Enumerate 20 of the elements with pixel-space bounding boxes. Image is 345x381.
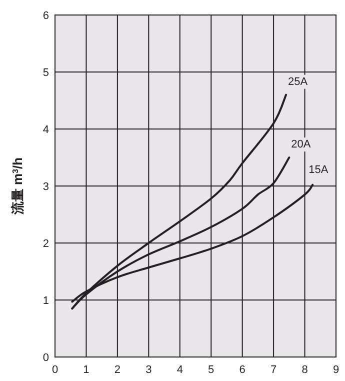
x-tick-label: 7: [270, 364, 277, 376]
y-tick-label: 1: [42, 295, 49, 307]
x-tick-label: 8: [302, 364, 308, 376]
y-tick-label: 6: [42, 10, 49, 22]
x-tick-label: 0: [52, 364, 58, 376]
x-tick-label: 2: [114, 364, 121, 376]
x-tick-label: 4: [176, 364, 183, 376]
x-tick-label: 6: [239, 364, 246, 376]
y-tick-label: 3: [42, 181, 49, 193]
x-tick-label: 3: [146, 364, 152, 376]
y-tick-label: 5: [42, 67, 49, 79]
x-tick-label: 9: [332, 364, 340, 376]
series-label: 15A: [308, 164, 329, 176]
y-tick-label: 2: [42, 238, 49, 250]
x-tick-label: 5: [208, 364, 214, 376]
x-tick-label: 1: [83, 364, 90, 376]
series-label: 20A: [291, 138, 312, 150]
series-label: 25A: [288, 76, 308, 88]
y-tick-label: 0: [42, 352, 49, 364]
y-tick-label: 4: [42, 124, 49, 136]
